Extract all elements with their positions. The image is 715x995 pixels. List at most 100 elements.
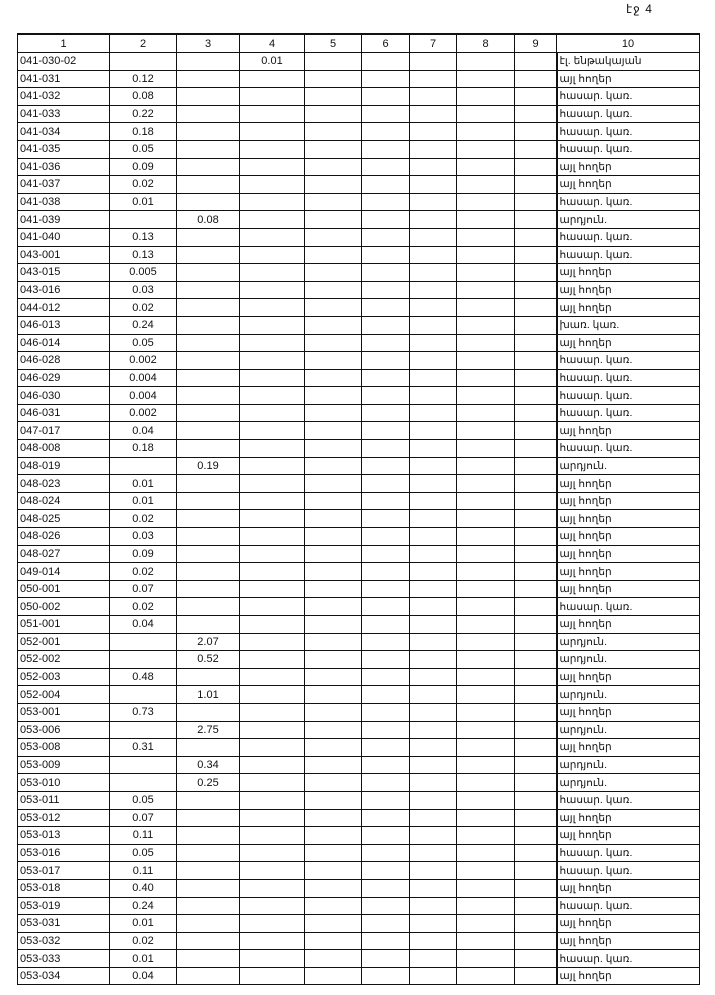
value-cell (176, 298, 240, 317)
value-cell (514, 949, 557, 968)
value-cell (409, 562, 457, 581)
value-cell (456, 966, 515, 986)
value-cell (456, 386, 515, 405)
value-cell (514, 192, 557, 212)
value-cell (176, 931, 240, 951)
value-cell (409, 632, 457, 652)
value-cell (304, 263, 362, 282)
table-row: 053-019 0.24 հասար. կառ. (17, 896, 700, 916)
value-cell (239, 597, 305, 616)
value-cell: 0.13 (109, 227, 177, 247)
land-use-cell: այլ հողեր (555, 667, 700, 687)
land-use-cell: հասար. կառ. (555, 122, 700, 141)
value-cell (239, 562, 305, 581)
value-cell (514, 720, 557, 740)
page-number: էջ 4 (626, 2, 653, 16)
value-cell (239, 421, 305, 441)
land-use-cell: հասար. կառ. (555, 351, 700, 370)
land-use-cell: հասար. կառ. (555, 139, 700, 159)
value-cell (239, 280, 305, 300)
parcel-code-cell: 046-031 (17, 403, 110, 423)
land-use-cell: հասար. կառ. (555, 597, 700, 616)
value-cell (514, 861, 557, 880)
value-cell (409, 896, 457, 916)
value-cell: 0.73 (109, 702, 177, 722)
value-cell (361, 861, 410, 880)
value-cell (456, 755, 515, 775)
value-cell (176, 245, 240, 265)
value-cell: 0.004 (109, 386, 177, 405)
value-cell (361, 755, 410, 775)
land-use-cell: արդյուն. (555, 210, 700, 229)
value-cell (239, 491, 305, 511)
value-cell (239, 632, 305, 652)
table-row: 047-017 0.04 այլ հողեր (17, 421, 700, 441)
land-use-cell: այլ հողեր (555, 421, 700, 441)
value-cell (409, 87, 457, 106)
value-cell (304, 175, 362, 194)
value-cell (456, 439, 515, 458)
value-cell (409, 491, 457, 511)
value-cell: 0.03 (109, 280, 177, 300)
value-cell (304, 878, 362, 898)
value-cell (304, 790, 362, 810)
value-cell (456, 210, 515, 229)
value-cell (456, 245, 515, 265)
value-cell (361, 685, 410, 704)
value-cell (361, 509, 410, 529)
table-row: 053-013 0.11 այլ հողեր (17, 826, 700, 845)
parcel-code-cell: 053-008 (17, 738, 110, 757)
value-cell (176, 790, 240, 810)
value-cell (109, 632, 177, 652)
value-cell (514, 702, 557, 722)
table-row: 048-025 0.02 այլ հողեր (17, 509, 700, 529)
value-cell (239, 315, 305, 335)
value-cell (176, 333, 240, 353)
value-cell: 0.05 (109, 843, 177, 863)
land-use-cell: այլ հողեր (555, 914, 700, 933)
parcel-code-cell: 046-030 (17, 386, 110, 405)
value-cell (304, 52, 362, 71)
value-cell (239, 667, 305, 687)
value-cell: 0.02 (109, 562, 177, 581)
value-cell: 0.03 (109, 527, 177, 546)
table-row: 043-015 0.005 այլ հողեր (17, 263, 700, 282)
value-cell (239, 403, 305, 423)
land-use-cell: հասար. կառ. (555, 861, 700, 880)
land-use-cell: այլ հողեր (555, 544, 700, 564)
value-cell (409, 69, 457, 89)
value-cell (304, 87, 362, 106)
value-cell: 0.05 (109, 333, 177, 353)
table-row: 053-010 0.25 արդյուն. (17, 773, 700, 792)
table-row: 053-032 0.02 այլ հողեր (17, 931, 700, 951)
value-cell: 2.75 (176, 720, 240, 740)
value-cell (361, 702, 410, 722)
table-row: 053-001 0.73 այլ հողեր (17, 702, 700, 722)
value-cell (304, 474, 362, 493)
value-cell (409, 579, 457, 599)
value-cell (239, 298, 305, 317)
land-use-cell: արդյուն. (555, 456, 700, 476)
table-row: 041-035 0.05 հասար. կառ. (17, 139, 700, 159)
value-cell (514, 210, 557, 229)
value-cell (239, 702, 305, 722)
value-cell (456, 509, 515, 529)
value-cell (304, 421, 362, 441)
table-row: 041-031 0.12 այլ հողեր (17, 69, 700, 89)
value-cell (409, 790, 457, 810)
value-cell (514, 403, 557, 423)
value-cell (409, 245, 457, 265)
value-cell (514, 597, 557, 616)
land-use-cell: հասար. կառ. (555, 439, 700, 458)
parcel-code-cell: 041-035 (17, 139, 110, 159)
value-cell (361, 527, 410, 546)
value-cell (409, 351, 457, 370)
table-row: 048-027 0.09 այլ հողեր (17, 544, 700, 564)
value-cell (361, 52, 410, 71)
value-cell (304, 685, 362, 704)
value-cell (304, 702, 362, 722)
value-cell (514, 931, 557, 951)
land-use-cell: այլ հողեր (555, 966, 700, 986)
value-cell (239, 861, 305, 880)
value-cell: 0.18 (109, 439, 177, 458)
